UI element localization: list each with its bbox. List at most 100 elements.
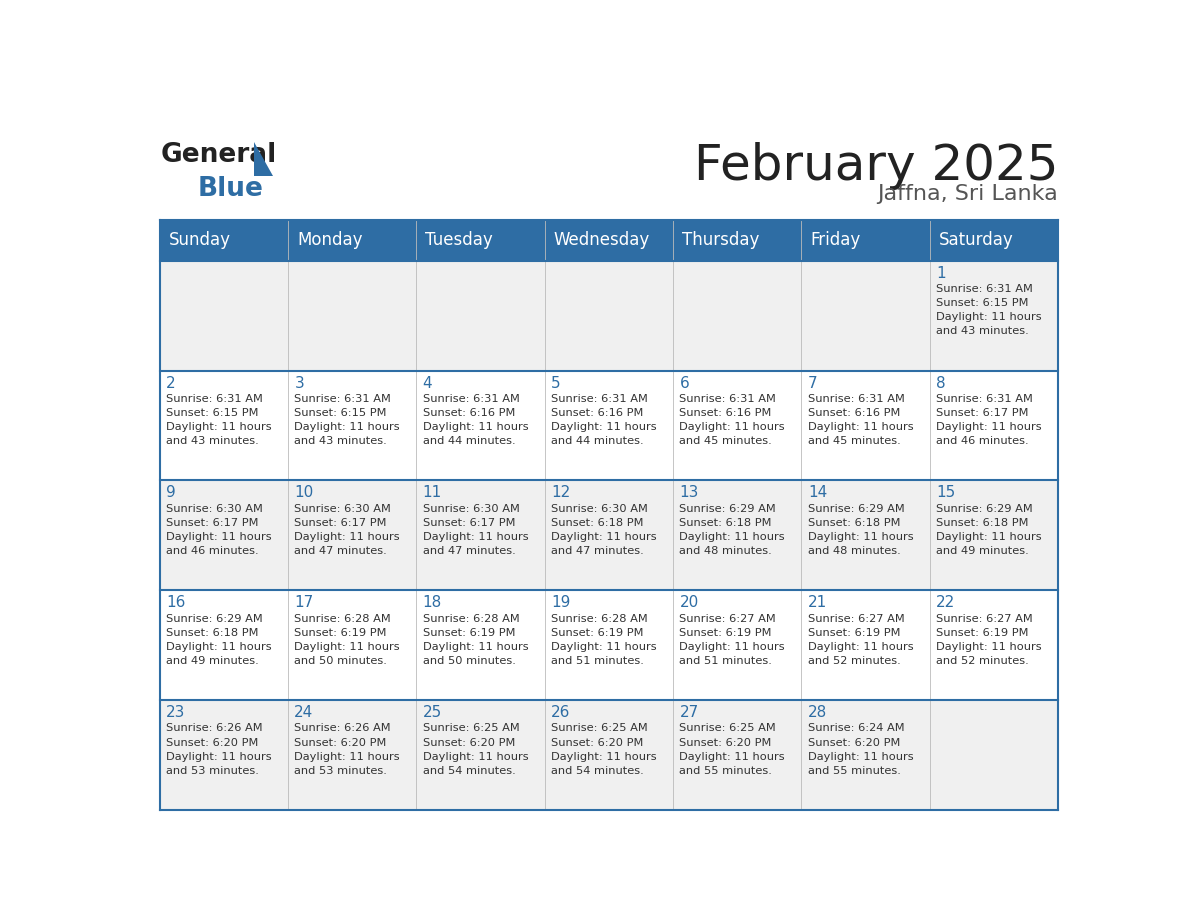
- Text: Sunrise: 6:28 AM: Sunrise: 6:28 AM: [295, 613, 391, 623]
- Text: and 46 minutes.: and 46 minutes.: [166, 546, 259, 556]
- Text: Sunset: 6:19 PM: Sunset: 6:19 PM: [680, 628, 772, 638]
- Text: Daylight: 11 hours: Daylight: 11 hours: [680, 532, 785, 542]
- Text: 8: 8: [936, 375, 946, 390]
- Text: Sunset: 6:20 PM: Sunset: 6:20 PM: [295, 737, 387, 747]
- Text: 14: 14: [808, 486, 827, 500]
- Text: Daylight: 11 hours: Daylight: 11 hours: [680, 422, 785, 432]
- Text: and 45 minutes.: and 45 minutes.: [808, 436, 901, 446]
- FancyBboxPatch shape: [159, 371, 287, 480]
- Text: Sunrise: 6:29 AM: Sunrise: 6:29 AM: [166, 613, 263, 623]
- Text: General: General: [160, 142, 277, 168]
- Text: Sunset: 6:19 PM: Sunset: 6:19 PM: [295, 628, 387, 638]
- Text: and 43 minutes.: and 43 minutes.: [295, 436, 387, 446]
- Text: Sunrise: 6:29 AM: Sunrise: 6:29 AM: [808, 504, 904, 514]
- Text: Sunset: 6:16 PM: Sunset: 6:16 PM: [423, 408, 516, 418]
- Text: Daylight: 11 hours: Daylight: 11 hours: [166, 752, 272, 762]
- Text: 27: 27: [680, 705, 699, 720]
- Text: Sunrise: 6:28 AM: Sunrise: 6:28 AM: [423, 613, 519, 623]
- Text: 1: 1: [936, 265, 946, 281]
- FancyBboxPatch shape: [544, 371, 674, 480]
- Text: and 51 minutes.: and 51 minutes.: [551, 656, 644, 666]
- Text: Daylight: 11 hours: Daylight: 11 hours: [808, 532, 914, 542]
- Text: Sunrise: 6:30 AM: Sunrise: 6:30 AM: [166, 504, 263, 514]
- Text: and 47 minutes.: and 47 minutes.: [551, 546, 644, 556]
- Text: and 46 minutes.: and 46 minutes.: [936, 436, 1029, 446]
- Text: and 45 minutes.: and 45 minutes.: [680, 436, 772, 446]
- Text: 13: 13: [680, 486, 699, 500]
- Text: 7: 7: [808, 375, 817, 390]
- Text: Daylight: 11 hours: Daylight: 11 hours: [423, 532, 529, 542]
- Text: 12: 12: [551, 486, 570, 500]
- Text: Blue: Blue: [197, 176, 264, 202]
- Text: Daylight: 11 hours: Daylight: 11 hours: [166, 532, 272, 542]
- Text: Sunrise: 6:27 AM: Sunrise: 6:27 AM: [808, 613, 904, 623]
- Text: Sunrise: 6:29 AM: Sunrise: 6:29 AM: [680, 504, 776, 514]
- FancyBboxPatch shape: [930, 261, 1059, 371]
- Text: 21: 21: [808, 595, 827, 610]
- Text: 18: 18: [423, 595, 442, 610]
- Text: and 53 minutes.: and 53 minutes.: [295, 766, 387, 776]
- Text: Sunrise: 6:31 AM: Sunrise: 6:31 AM: [423, 394, 519, 404]
- Text: Daylight: 11 hours: Daylight: 11 hours: [680, 642, 785, 652]
- Text: Sunset: 6:19 PM: Sunset: 6:19 PM: [936, 628, 1029, 638]
- Text: and 44 minutes.: and 44 minutes.: [551, 436, 644, 446]
- FancyBboxPatch shape: [544, 261, 674, 371]
- Text: Daylight: 11 hours: Daylight: 11 hours: [295, 422, 400, 432]
- Text: Saturday: Saturday: [939, 231, 1013, 249]
- Text: Wednesday: Wednesday: [554, 231, 650, 249]
- Text: Sunset: 6:15 PM: Sunset: 6:15 PM: [295, 408, 387, 418]
- Text: 3: 3: [295, 375, 304, 390]
- FancyBboxPatch shape: [802, 261, 930, 371]
- FancyBboxPatch shape: [159, 590, 287, 700]
- FancyBboxPatch shape: [802, 700, 930, 810]
- Text: Daylight: 11 hours: Daylight: 11 hours: [551, 422, 657, 432]
- Text: and 54 minutes.: and 54 minutes.: [423, 766, 516, 776]
- FancyBboxPatch shape: [416, 371, 544, 480]
- Text: Daylight: 11 hours: Daylight: 11 hours: [423, 422, 529, 432]
- Text: and 51 minutes.: and 51 minutes.: [680, 656, 772, 666]
- Text: 23: 23: [166, 705, 185, 720]
- Text: Sunset: 6:16 PM: Sunset: 6:16 PM: [680, 408, 772, 418]
- Text: and 49 minutes.: and 49 minutes.: [936, 546, 1029, 556]
- Text: 20: 20: [680, 595, 699, 610]
- Text: Daylight: 11 hours: Daylight: 11 hours: [166, 422, 272, 432]
- FancyBboxPatch shape: [287, 700, 416, 810]
- FancyBboxPatch shape: [159, 480, 287, 590]
- Text: Daylight: 11 hours: Daylight: 11 hours: [551, 752, 657, 762]
- Text: 16: 16: [166, 595, 185, 610]
- Text: Sunset: 6:20 PM: Sunset: 6:20 PM: [808, 737, 901, 747]
- Text: and 48 minutes.: and 48 minutes.: [680, 546, 772, 556]
- Text: 24: 24: [295, 705, 314, 720]
- Text: Daylight: 11 hours: Daylight: 11 hours: [551, 642, 657, 652]
- Text: and 55 minutes.: and 55 minutes.: [808, 766, 901, 776]
- Text: Sunrise: 6:31 AM: Sunrise: 6:31 AM: [936, 394, 1034, 404]
- FancyBboxPatch shape: [416, 261, 544, 371]
- Text: Daylight: 11 hours: Daylight: 11 hours: [936, 532, 1042, 542]
- Text: and 47 minutes.: and 47 minutes.: [295, 546, 387, 556]
- Text: Sunrise: 6:30 AM: Sunrise: 6:30 AM: [551, 504, 647, 514]
- FancyBboxPatch shape: [674, 261, 802, 371]
- Text: Sunset: 6:18 PM: Sunset: 6:18 PM: [551, 518, 644, 528]
- Text: Sunset: 6:15 PM: Sunset: 6:15 PM: [936, 298, 1029, 308]
- Text: Sunrise: 6:27 AM: Sunrise: 6:27 AM: [936, 613, 1034, 623]
- Text: Sunset: 6:18 PM: Sunset: 6:18 PM: [680, 518, 772, 528]
- Text: Sunrise: 6:30 AM: Sunrise: 6:30 AM: [295, 504, 391, 514]
- Text: Sunrise: 6:31 AM: Sunrise: 6:31 AM: [936, 284, 1034, 294]
- Text: Daylight: 11 hours: Daylight: 11 hours: [936, 312, 1042, 322]
- Text: Thursday: Thursday: [682, 231, 759, 249]
- FancyBboxPatch shape: [287, 590, 416, 700]
- FancyBboxPatch shape: [674, 590, 802, 700]
- Text: Sunday: Sunday: [169, 231, 230, 249]
- Text: 17: 17: [295, 595, 314, 610]
- Text: Tuesday: Tuesday: [425, 231, 493, 249]
- Text: Sunset: 6:20 PM: Sunset: 6:20 PM: [680, 737, 772, 747]
- Text: and 47 minutes.: and 47 minutes.: [423, 546, 516, 556]
- Text: Sunrise: 6:25 AM: Sunrise: 6:25 AM: [423, 723, 519, 733]
- Text: Sunset: 6:20 PM: Sunset: 6:20 PM: [423, 737, 516, 747]
- Text: Daylight: 11 hours: Daylight: 11 hours: [808, 422, 914, 432]
- Text: Sunset: 6:15 PM: Sunset: 6:15 PM: [166, 408, 259, 418]
- FancyBboxPatch shape: [416, 700, 544, 810]
- Text: Sunset: 6:19 PM: Sunset: 6:19 PM: [423, 628, 516, 638]
- Text: Sunset: 6:18 PM: Sunset: 6:18 PM: [808, 518, 901, 528]
- Text: 4: 4: [423, 375, 432, 390]
